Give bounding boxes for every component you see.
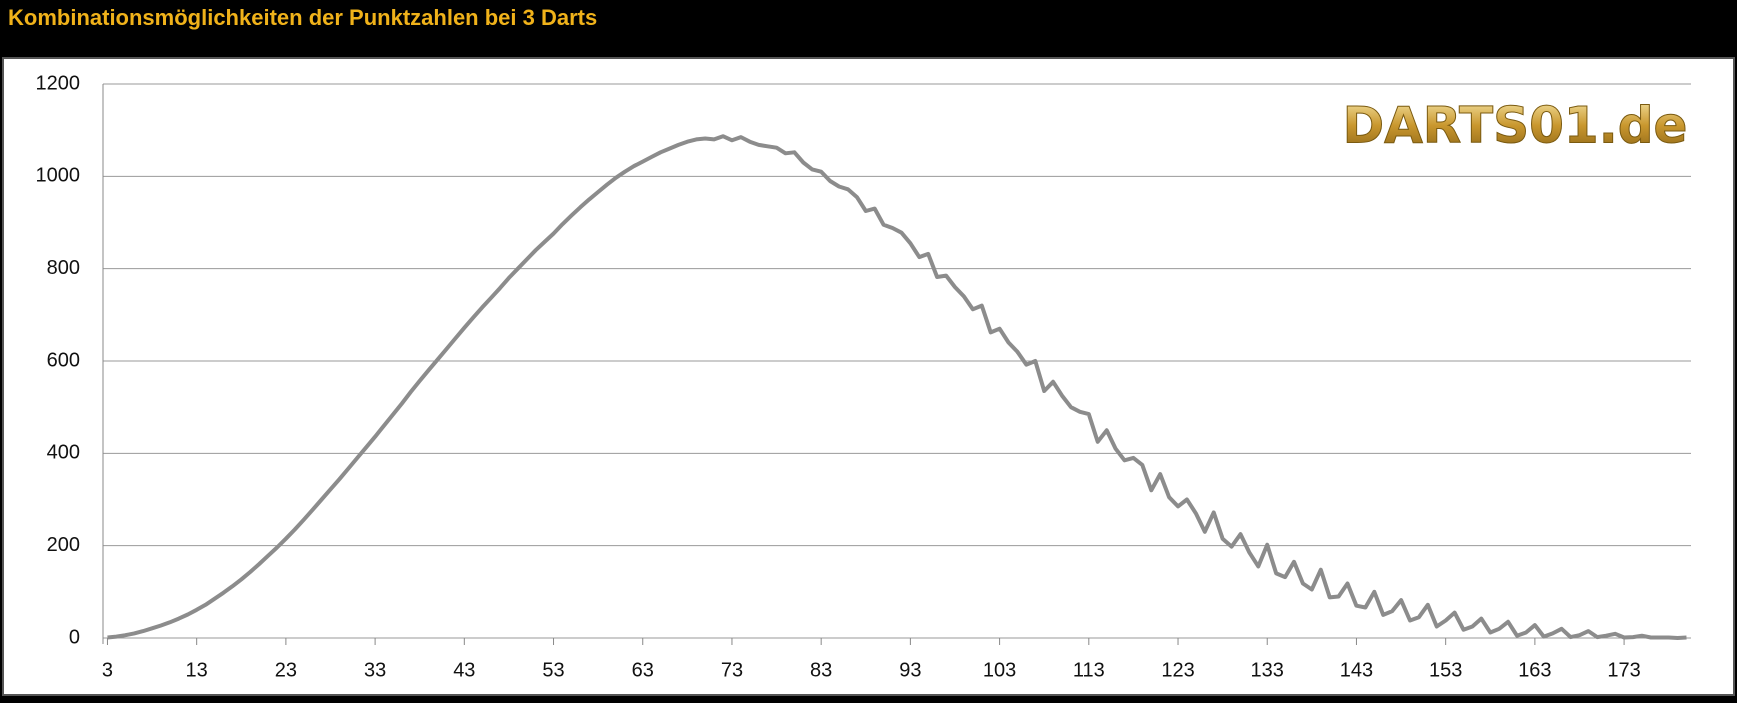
y-tick-label: 0: [69, 626, 80, 648]
x-tick-label: 103: [983, 659, 1016, 681]
x-tick-label: 13: [186, 659, 208, 681]
y-tick-label: 600: [47, 349, 80, 371]
x-tick-label: 23: [275, 659, 297, 681]
x-tick-label: 73: [721, 659, 743, 681]
x-tick-label: 143: [1340, 659, 1373, 681]
x-tick-label: 33: [364, 659, 386, 681]
x-tick-label: 3: [102, 659, 113, 681]
x-tick-label: 153: [1429, 659, 1462, 681]
y-tick-label: 1200: [36, 72, 81, 94]
x-tick-label: 43: [453, 659, 475, 681]
x-tick-label: 93: [899, 659, 921, 681]
x-tick-label: 133: [1251, 659, 1284, 681]
x-tick-label: 53: [542, 659, 564, 681]
x-tick-label: 83: [810, 659, 832, 681]
y-tick-label: 200: [47, 534, 80, 556]
x-tick-label: 163: [1518, 659, 1551, 681]
x-tick-label: 63: [632, 659, 654, 681]
plot-frame: [2, 57, 1735, 696]
data-line: [107, 134, 1687, 640]
y-tick-label: 400: [47, 442, 80, 464]
x-tick-label: 173: [1607, 659, 1640, 681]
y-tick-label: 800: [47, 257, 80, 279]
logo: DARTS01.de: [1343, 97, 1688, 155]
y-tick-label: 1000: [36, 165, 81, 187]
x-tick-label: 123: [1161, 659, 1194, 681]
header-bar: [0, 0, 1737, 58]
chart-title: Kombinationsmöglichkeiten der Punktzahle…: [8, 5, 597, 30]
x-tick-label: 113: [1073, 659, 1105, 681]
